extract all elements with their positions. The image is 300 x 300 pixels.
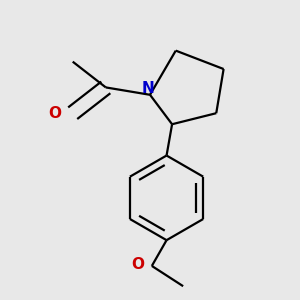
- Text: O: O: [131, 256, 144, 272]
- Text: N: N: [142, 81, 155, 96]
- Text: O: O: [49, 106, 62, 121]
